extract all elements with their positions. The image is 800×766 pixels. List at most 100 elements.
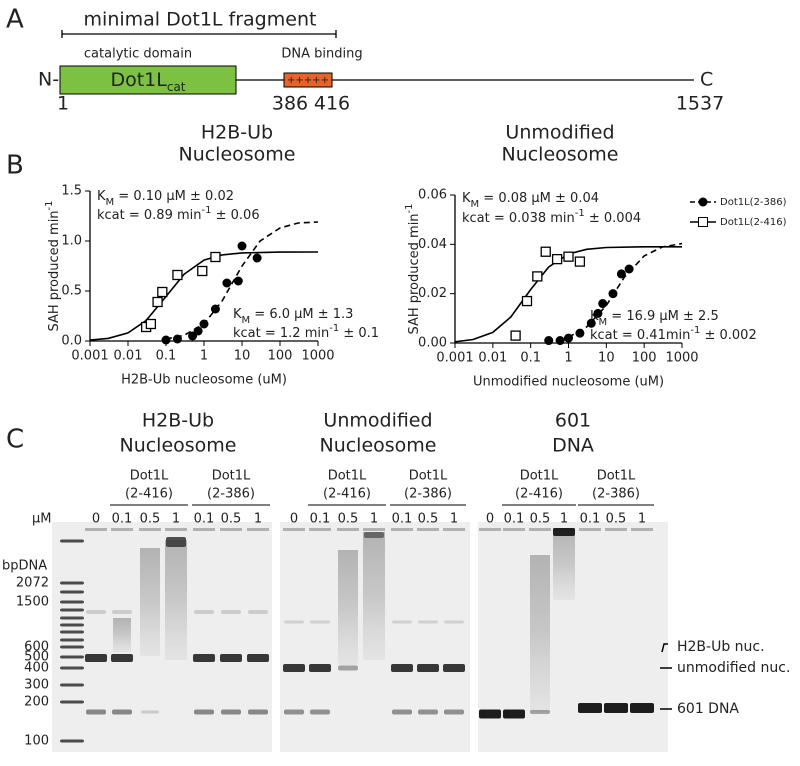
text-part: -1 bbox=[329, 323, 339, 334]
gel-well bbox=[139, 528, 161, 531]
gel-title: H2B-Ub bbox=[142, 410, 214, 432]
data-point bbox=[237, 241, 247, 251]
x-tick-label: 10 bbox=[598, 351, 615, 366]
gel-band bbox=[604, 703, 628, 713]
gel-smear bbox=[140, 548, 160, 656]
data-point bbox=[233, 276, 243, 286]
legend-marker bbox=[698, 197, 708, 207]
chart-title: Nucleosome bbox=[501, 144, 618, 166]
gel-band bbox=[60, 600, 84, 604]
data-point bbox=[252, 253, 262, 263]
gel-well bbox=[283, 528, 305, 531]
data-point bbox=[616, 269, 626, 279]
data-point bbox=[608, 289, 618, 299]
gel-smear bbox=[553, 528, 575, 600]
gel-well bbox=[85, 528, 107, 531]
gel-band bbox=[247, 654, 269, 662]
gel-band bbox=[338, 665, 358, 671]
chart-title: Unmodified bbox=[505, 122, 614, 144]
y-tick-label: 0.06 bbox=[418, 188, 447, 203]
text-part: M bbox=[471, 199, 480, 210]
gel-well bbox=[220, 528, 242, 531]
lane-label: 1 bbox=[638, 512, 646, 527]
x-tick-label: 0.1 bbox=[520, 351, 541, 366]
x-tick-label: 0.1 bbox=[156, 349, 177, 364]
x-axis-label: Unmodified nucleosome (uM) bbox=[473, 375, 664, 390]
lane-label: 0.1 bbox=[580, 512, 601, 527]
lane-label: 0 bbox=[290, 512, 298, 527]
rich-text: kcat = 0.038 min-1 ± 0.004 bbox=[462, 208, 641, 226]
position: 1537 bbox=[676, 93, 724, 115]
fit-curve bbox=[89, 251, 319, 341]
gel-band bbox=[310, 709, 330, 715]
data-point bbox=[145, 318, 157, 330]
gel-smear bbox=[338, 550, 358, 665]
data-point bbox=[563, 251, 574, 262]
gel-well bbox=[503, 528, 525, 531]
x-tick-label: 0.01 bbox=[478, 351, 507, 366]
ladder-label: 400 bbox=[24, 661, 49, 676]
data-point bbox=[575, 328, 585, 338]
gel-title: Unmodified bbox=[323, 410, 432, 432]
gel-well bbox=[165, 528, 187, 531]
gel-band bbox=[284, 620, 304, 624]
domain-text: Dot1L bbox=[110, 69, 167, 91]
data-point bbox=[544, 336, 554, 346]
gel-band bbox=[364, 532, 384, 538]
gel-band bbox=[60, 581, 84, 585]
ladder-label: 100 bbox=[24, 734, 49, 749]
group-construct: (2-416) bbox=[323, 487, 371, 502]
y-tick-label: 0.02 bbox=[418, 286, 447, 301]
y-tick-label: 1.0 bbox=[61, 234, 82, 249]
gel-band bbox=[392, 709, 412, 715]
gel-band bbox=[60, 590, 84, 594]
gel-well bbox=[479, 528, 501, 531]
data-point bbox=[152, 296, 163, 308]
gel-band bbox=[60, 608, 84, 612]
ladder-label: 1500 bbox=[16, 595, 49, 610]
panel-label: C bbox=[6, 425, 24, 455]
gel-well bbox=[579, 528, 601, 531]
text-part: = 16.9 µM ± 2.5 bbox=[607, 309, 719, 324]
x-tick-label: 100 bbox=[632, 351, 657, 366]
gel-band bbox=[86, 709, 106, 715]
x-tick-label: 100 bbox=[268, 349, 293, 364]
gel-band bbox=[310, 620, 330, 624]
y-tick-label: 0.00 bbox=[418, 336, 447, 351]
group-name: Dot1L bbox=[520, 469, 559, 484]
text-part: K bbox=[462, 191, 471, 206]
domain-label: DNA binding bbox=[281, 47, 362, 62]
lane-label: 0.5 bbox=[606, 512, 627, 527]
gel-band bbox=[630, 703, 654, 713]
position: 386 bbox=[272, 93, 308, 115]
gel-band bbox=[417, 664, 439, 672]
domain-name: Dot1Lcat bbox=[110, 69, 185, 94]
group-construct: (2-386) bbox=[207, 487, 255, 502]
text-part: = 0.08 µM ± 0.04 bbox=[479, 191, 599, 206]
lane-label: 0.1 bbox=[194, 512, 215, 527]
text-part: ± 0.004 bbox=[585, 211, 641, 226]
gel-band bbox=[503, 709, 525, 719]
dna-binding-domain bbox=[283, 72, 333, 88]
gel-band bbox=[248, 709, 268, 715]
ladder-label: 300 bbox=[24, 678, 49, 693]
text-part: ± 0.06 bbox=[211, 208, 259, 223]
gel-band bbox=[166, 537, 186, 547]
legend-marker bbox=[698, 217, 708, 227]
text-part: K bbox=[97, 189, 106, 204]
gel-band bbox=[194, 709, 214, 715]
x-tick-label: 1000 bbox=[665, 351, 698, 366]
gel-well bbox=[309, 528, 331, 531]
data-point bbox=[193, 326, 203, 336]
panel-label: A bbox=[6, 5, 24, 35]
text-part: -1 bbox=[44, 200, 55, 210]
ladder-title: bpDNA bbox=[2, 559, 47, 574]
lane-label: 0.5 bbox=[140, 512, 161, 527]
gel-band bbox=[60, 666, 84, 670]
text-part: M bbox=[106, 197, 115, 208]
text-part: = 0.10 µM ± 0.02 bbox=[114, 189, 234, 204]
gel-band bbox=[112, 610, 132, 614]
data-point bbox=[624, 264, 634, 274]
rich-text: kcat = 0.41min-1 ± 0.002 bbox=[590, 325, 757, 343]
gel-band bbox=[392, 620, 412, 624]
